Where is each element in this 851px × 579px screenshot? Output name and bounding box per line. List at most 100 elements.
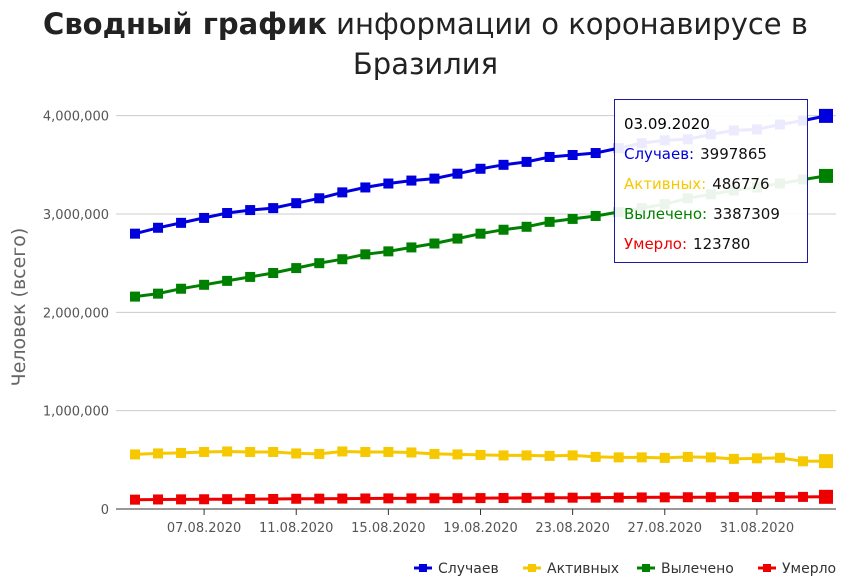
data-point[interactable] <box>245 205 256 216</box>
data-point[interactable] <box>176 447 187 458</box>
data-point[interactable] <box>314 258 325 269</box>
data-point[interactable] <box>360 182 371 193</box>
data-point[interactable] <box>774 491 785 502</box>
data-point[interactable] <box>590 492 601 503</box>
data-point[interactable] <box>728 453 739 464</box>
data-point[interactable] <box>406 242 417 253</box>
data-point[interactable] <box>406 447 417 458</box>
data-point[interactable] <box>406 175 417 186</box>
data-point[interactable] <box>475 449 486 460</box>
data-point[interactable] <box>176 283 187 294</box>
data-point[interactable] <box>245 446 256 457</box>
data-point[interactable] <box>567 150 578 160</box>
data-point[interactable] <box>498 224 509 235</box>
data-point[interactable] <box>268 446 279 457</box>
data-point[interactable] <box>130 449 140 460</box>
data-point[interactable] <box>475 228 486 239</box>
data-point[interactable] <box>360 493 371 504</box>
data-point[interactable] <box>751 492 762 503</box>
data-point[interactable] <box>245 271 256 282</box>
data-point[interactable] <box>774 452 785 463</box>
data-point[interactable] <box>314 448 325 459</box>
data-point[interactable] <box>521 221 532 232</box>
data-point[interactable] <box>199 279 210 290</box>
legend-item[interactable]: Случаев <box>414 561 499 577</box>
data-point[interactable] <box>475 493 486 504</box>
data-point[interactable] <box>521 156 532 167</box>
data-point[interactable] <box>383 493 394 504</box>
data-point[interactable] <box>199 212 210 223</box>
data-point[interactable] <box>383 246 394 257</box>
data-point[interactable] <box>475 163 486 174</box>
data-point[interactable] <box>705 492 716 503</box>
data-point[interactable] <box>819 168 833 183</box>
data-point[interactable] <box>360 446 371 457</box>
data-point[interactable] <box>130 494 140 505</box>
data-point[interactable] <box>613 492 624 503</box>
data-point[interactable] <box>590 148 601 159</box>
data-point[interactable] <box>797 491 808 502</box>
data-point[interactable] <box>245 494 256 505</box>
data-point[interactable] <box>728 492 739 503</box>
data-point[interactable] <box>199 494 210 505</box>
data-point[interactable] <box>544 492 555 503</box>
data-point[interactable] <box>819 489 833 504</box>
data-point[interactable] <box>314 493 325 504</box>
data-point[interactable] <box>544 216 555 227</box>
data-point[interactable] <box>337 187 348 198</box>
data-point[interactable] <box>176 494 187 505</box>
data-point[interactable] <box>222 208 233 219</box>
data-point[interactable] <box>222 275 233 286</box>
data-point[interactable] <box>590 210 601 221</box>
data-point[interactable] <box>705 452 716 463</box>
data-point[interactable] <box>521 492 532 503</box>
data-point[interactable] <box>659 452 670 463</box>
data-point[interactable] <box>291 263 302 274</box>
data-point[interactable] <box>360 249 371 260</box>
data-point[interactable] <box>153 448 164 459</box>
data-point[interactable] <box>452 168 463 179</box>
data-point[interactable] <box>819 108 833 123</box>
data-point[interactable] <box>199 446 210 457</box>
data-point[interactable] <box>636 452 647 463</box>
legend-item[interactable]: Активных <box>523 561 619 577</box>
data-point[interactable] <box>544 151 555 162</box>
data-point[interactable] <box>291 493 302 504</box>
data-point[interactable] <box>337 446 348 457</box>
data-point[interactable] <box>383 178 394 189</box>
data-point[interactable] <box>429 493 440 504</box>
data-point[interactable] <box>268 268 279 278</box>
data-point[interactable] <box>222 446 233 457</box>
data-point[interactable] <box>636 492 647 503</box>
data-point[interactable] <box>429 448 440 459</box>
data-point[interactable] <box>682 492 693 503</box>
data-point[interactable] <box>682 451 693 462</box>
data-point[interactable] <box>544 450 555 461</box>
data-point[interactable] <box>222 494 233 505</box>
data-point[interactable] <box>613 452 624 463</box>
data-point[interactable] <box>153 222 164 233</box>
data-point[interactable] <box>659 492 670 503</box>
data-point[interactable] <box>567 492 578 503</box>
data-point[interactable] <box>452 449 463 460</box>
data-point[interactable] <box>268 493 279 504</box>
data-point[interactable] <box>797 456 808 467</box>
data-point[interactable] <box>291 448 302 459</box>
data-point[interactable] <box>429 238 440 249</box>
data-point[interactable] <box>383 446 394 457</box>
data-point[interactable] <box>751 453 762 464</box>
data-point[interactable] <box>590 451 601 462</box>
data-point[interactable] <box>406 493 417 504</box>
data-point[interactable] <box>291 198 302 209</box>
data-point[interactable] <box>498 450 509 461</box>
data-point[interactable] <box>429 173 440 184</box>
data-point[interactable] <box>452 493 463 504</box>
legend-item[interactable]: Умерло <box>758 561 836 577</box>
legend[interactable]: Случаев Активных Вылечено Умерло <box>414 561 836 577</box>
legend-item[interactable]: Вылечено <box>637 561 734 577</box>
data-point[interactable] <box>819 454 833 469</box>
data-point[interactable] <box>153 494 164 505</box>
data-point[interactable] <box>498 159 509 170</box>
data-point[interactable] <box>153 288 164 299</box>
